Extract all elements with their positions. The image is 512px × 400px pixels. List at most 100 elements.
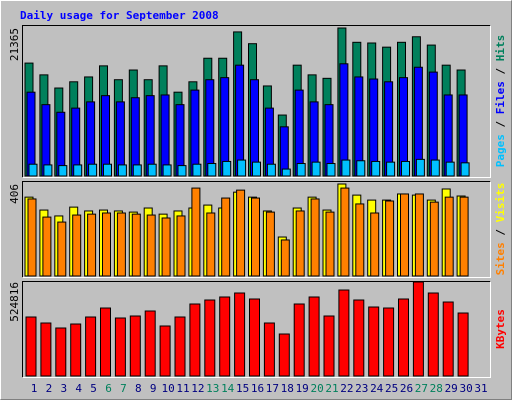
y-tick-label: 21365	[8, 28, 21, 61]
bar	[40, 322, 52, 377]
x-tick-label: 14	[221, 382, 235, 395]
bar	[205, 79, 215, 177]
legend-entry: Hits	[494, 35, 507, 62]
bar	[206, 212, 216, 277]
bar	[310, 198, 320, 277]
bar	[338, 289, 350, 377]
bar	[42, 216, 52, 277]
bar	[43, 164, 53, 177]
bar	[445, 161, 455, 177]
legend-entry: Files	[494, 81, 507, 114]
bar	[177, 165, 187, 177]
bar	[159, 325, 171, 377]
bar	[176, 215, 186, 277]
x-tick-label: 24	[370, 382, 384, 395]
bar	[73, 164, 83, 177]
bar	[236, 189, 246, 277]
bar	[131, 213, 141, 277]
bar	[116, 212, 126, 277]
bar	[370, 212, 380, 277]
bar	[174, 316, 186, 377]
x-tick-label: 16	[251, 382, 264, 395]
bar	[383, 307, 395, 377]
bar	[401, 160, 410, 177]
bar	[251, 197, 260, 277]
bar	[103, 163, 112, 177]
bar	[25, 316, 37, 377]
bar	[219, 296, 231, 377]
bar	[386, 161, 396, 177]
bar	[457, 312, 469, 377]
legend-separator: /	[494, 114, 507, 134]
panel-border-dark	[22, 281, 491, 378]
x-tick-label: 12	[191, 382, 204, 395]
bar	[323, 315, 335, 377]
bar	[222, 160, 232, 177]
bar	[55, 327, 67, 377]
legend: KBytes	[494, 309, 507, 349]
x-tick-label: 5	[90, 382, 97, 395]
bar	[414, 193, 424, 277]
bar	[26, 91, 36, 177]
bar	[129, 315, 141, 377]
bar	[296, 163, 306, 177]
bar	[161, 217, 171, 277]
bar	[308, 296, 320, 377]
x-tick-label: 6	[105, 382, 112, 395]
bar	[28, 163, 38, 177]
x-tick-label: 10	[161, 382, 174, 395]
chart-title: Daily usage for September 2008	[20, 9, 219, 22]
bar	[57, 221, 67, 277]
bar	[340, 187, 350, 277]
bar	[189, 303, 201, 377]
bar	[130, 97, 140, 177]
x-tick-label: 9	[150, 382, 157, 395]
x-tick-label: 11	[176, 382, 189, 395]
legend-separator: /	[494, 61, 507, 81]
bar	[293, 303, 305, 377]
bar	[339, 63, 349, 177]
x-tick-label: 15	[236, 382, 249, 395]
bar	[100, 307, 111, 377]
bar	[459, 196, 469, 277]
bar	[114, 317, 126, 377]
bar	[444, 196, 454, 277]
bar	[221, 197, 231, 277]
x-tick-label: 27	[415, 382, 428, 395]
legend-entry: Visits	[494, 183, 507, 223]
bar	[72, 214, 82, 277]
y-tick-label: 524816	[8, 282, 21, 322]
bar	[385, 200, 395, 277]
bar	[368, 306, 380, 377]
bar	[442, 301, 454, 377]
x-tick-label: 28	[430, 382, 443, 395]
bar	[281, 168, 291, 177]
x-tick-label: 17	[266, 382, 279, 395]
bar	[429, 201, 439, 277]
bar	[252, 161, 261, 177]
x-tick-label: 18	[281, 382, 294, 395]
panel-border-dark	[22, 25, 491, 178]
bar	[265, 211, 275, 277]
bar	[146, 214, 156, 277]
x-tick-label: 20	[310, 382, 323, 395]
bar	[460, 162, 470, 177]
bar	[278, 333, 290, 377]
bar	[132, 164, 142, 177]
bar	[27, 198, 37, 277]
panel-border-light	[22, 181, 491, 278]
bar	[371, 160, 381, 177]
bar	[266, 163, 276, 177]
x-tick-label: 31	[474, 382, 487, 395]
bar	[144, 310, 156, 377]
bar	[88, 163, 98, 177]
bar	[412, 281, 424, 377]
bar	[325, 211, 335, 277]
x-tick-label: 3	[60, 382, 67, 395]
bar	[398, 298, 409, 377]
bar	[192, 163, 202, 177]
legend: Sites / Visits	[494, 183, 507, 276]
bar	[207, 163, 217, 177]
